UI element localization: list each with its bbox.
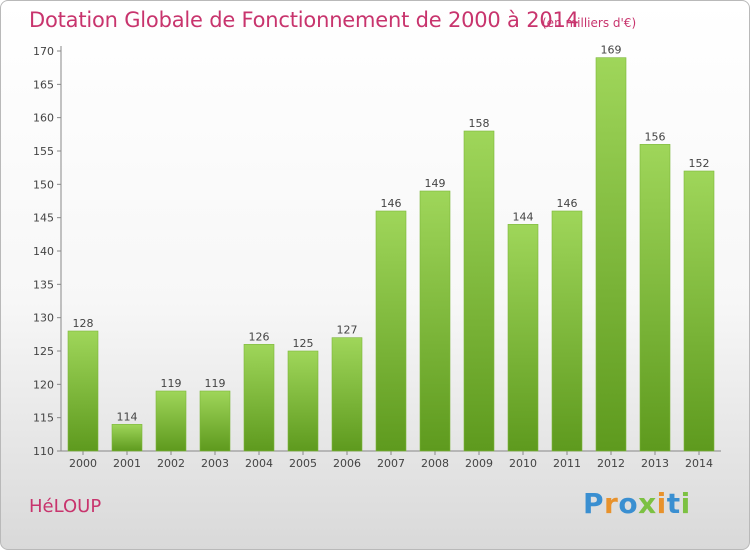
x-tick-label: 2004 [245, 457, 273, 470]
x-tick-label: 2010 [509, 457, 537, 470]
data-label-2009: 158 [469, 117, 490, 130]
x-tick-label: 2013 [641, 457, 669, 470]
logo-letter: o [618, 487, 639, 520]
proxiti-logo: Proxiti [583, 487, 691, 520]
logo-letter: x [638, 487, 657, 520]
data-label-2011: 146 [557, 197, 578, 210]
x-tick-label: 2008 [421, 457, 449, 470]
bar-2009 [463, 130, 495, 452]
bar-2001 [111, 424, 143, 452]
x-tick-label: 2007 [377, 457, 405, 470]
data-label-2007: 146 [381, 197, 402, 210]
logo-letter: P [583, 487, 605, 520]
x-tick-label: 2014 [685, 457, 713, 470]
y-tick-label: 135 [33, 278, 54, 291]
data-label-2006: 127 [337, 324, 358, 337]
data-label-2008: 149 [425, 177, 446, 190]
data-label-2002: 119 [161, 377, 182, 390]
bar-2011 [551, 210, 583, 452]
bar-2012 [595, 57, 627, 452]
data-label-2001: 114 [117, 410, 138, 423]
chart-title: Dotation Globale de Fonctionnement de 20… [29, 8, 579, 32]
bar-2005 [287, 350, 319, 452]
data-label-2000: 128 [73, 317, 94, 330]
logo-letter: i [680, 487, 691, 520]
bar-2007 [375, 210, 407, 452]
bar-2014 [683, 170, 715, 452]
y-tick-label: 125 [33, 345, 54, 358]
y-tick-label: 150 [33, 178, 54, 191]
chart-subtitle: (en milliers d'€) [542, 16, 637, 30]
y-tick-label: 120 [33, 378, 54, 391]
y-tick-label: 170 [33, 45, 54, 58]
x-tick-label: 2001 [113, 457, 141, 470]
x-tick-label: 2003 [201, 457, 229, 470]
commune-name: HéLOUP [29, 496, 102, 517]
x-tick-label: 2009 [465, 457, 493, 470]
y-tick-label: 155 [33, 145, 54, 158]
y-tick-label: 130 [33, 312, 54, 325]
x-tick-label: 2006 [333, 457, 361, 470]
bar-2013 [639, 144, 671, 452]
data-label-2014: 152 [689, 157, 710, 170]
bars [67, 57, 715, 452]
data-label-2004: 126 [249, 330, 270, 343]
y-tick-label: 145 [33, 212, 54, 225]
bar-2002 [155, 390, 187, 452]
y-tick-label: 165 [33, 78, 54, 91]
bar-2003 [199, 390, 231, 452]
logo-letter: i [656, 487, 667, 520]
x-tick-label: 2011 [553, 457, 581, 470]
logo-letter: r [604, 487, 619, 520]
data-label-2012: 169 [601, 44, 622, 57]
bar-2008 [419, 190, 451, 452]
bar-2006 [331, 337, 363, 452]
x-tick-label: 2000 [69, 457, 97, 470]
y-tick-label: 160 [33, 112, 54, 125]
bar-2000 [67, 330, 99, 452]
data-label-2003: 119 [205, 377, 226, 390]
bar-2004 [243, 344, 275, 452]
bar-2010 [507, 224, 539, 452]
logo-letter: t [666, 487, 681, 520]
y-tick-label: 115 [33, 412, 54, 425]
data-label-2010: 144 [513, 210, 534, 223]
x-tick-label: 2012 [597, 457, 625, 470]
y-tick-label: 140 [33, 245, 54, 258]
y-tick-label: 110 [33, 445, 54, 458]
x-tick-label: 2002 [157, 457, 185, 470]
x-tick-label: 2005 [289, 457, 317, 470]
data-label-2013: 156 [645, 130, 666, 143]
axes: 110 115 120 125 130 135 140 145 150 155 160 165 170 2… [33, 45, 721, 470]
data-label-2005: 125 [293, 337, 314, 350]
data-labels: 128 114 119 119 126 125 127 146 149 158 144 146 169 1… [73, 44, 710, 424]
